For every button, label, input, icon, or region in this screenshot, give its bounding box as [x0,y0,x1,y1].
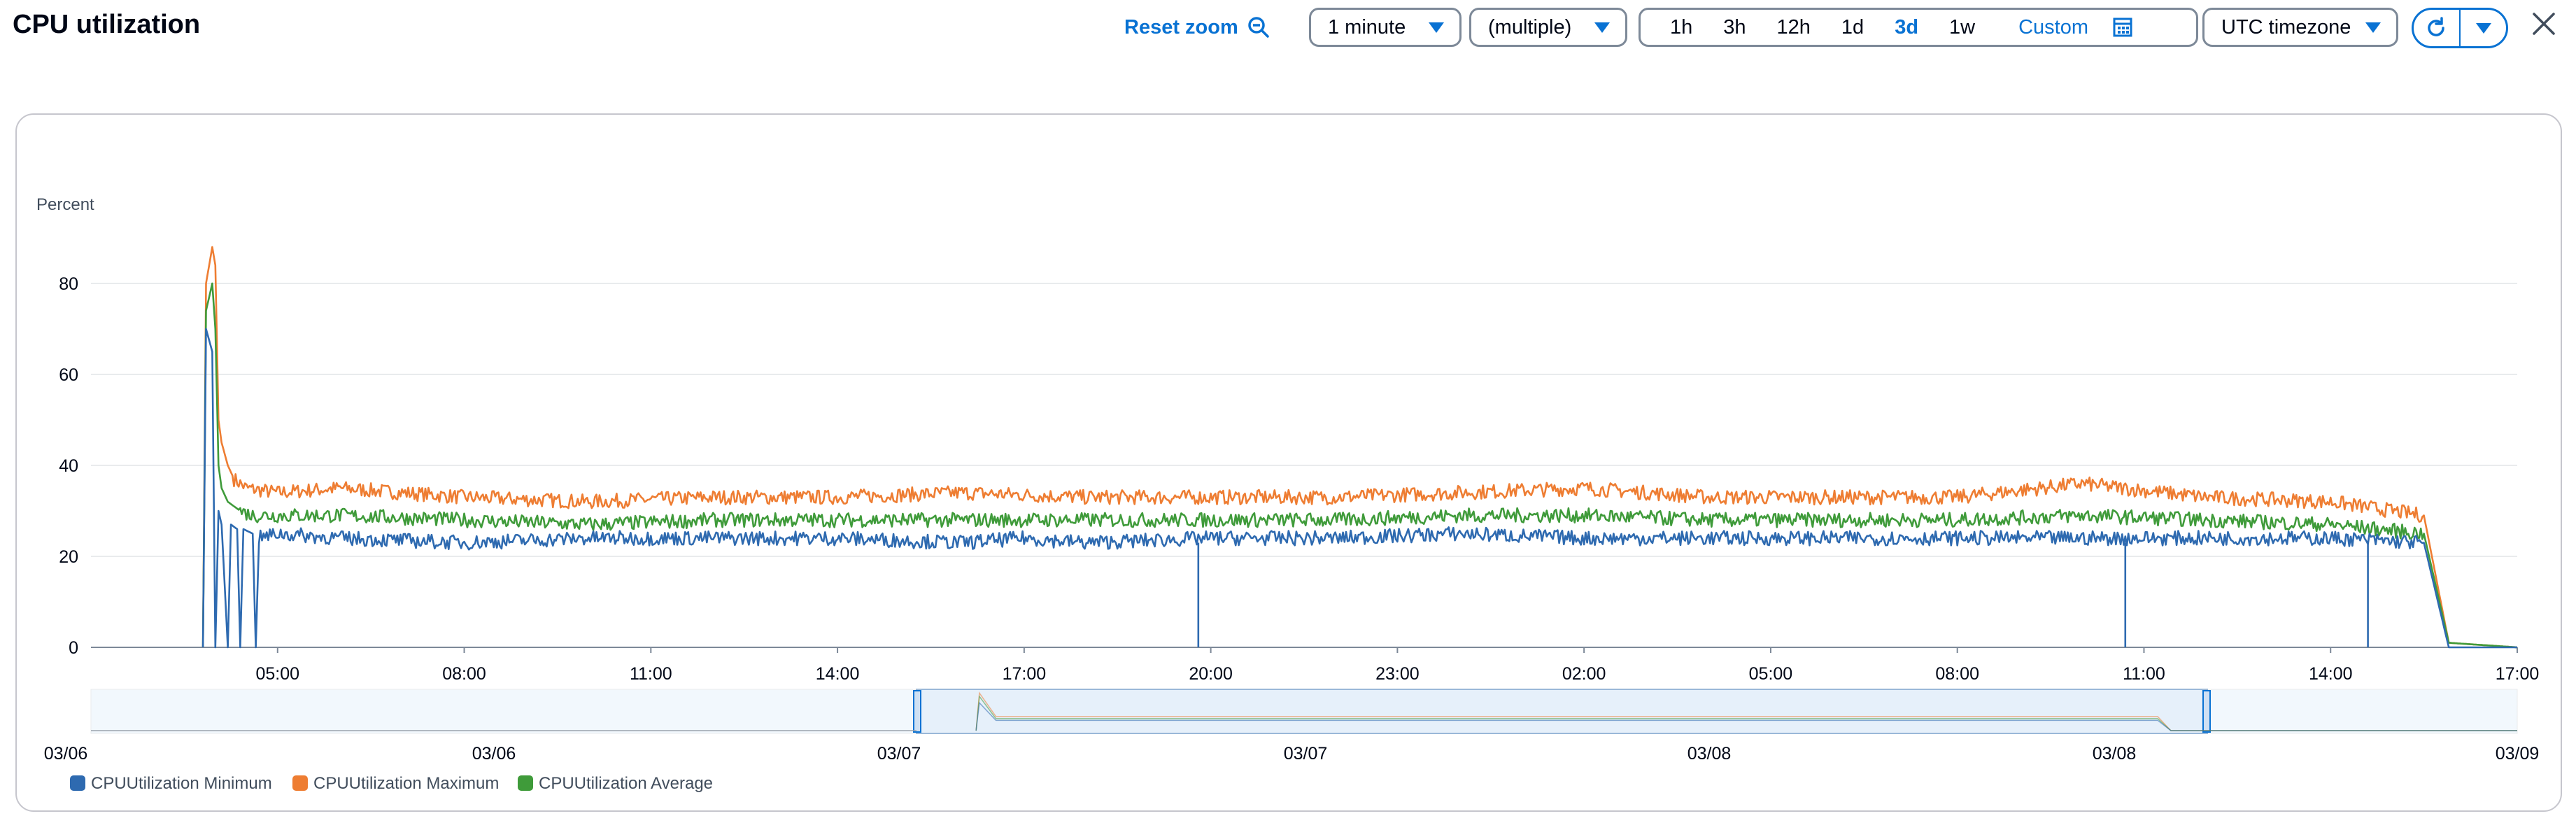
statistic-select[interactable]: (multiple) [1469,8,1627,47]
zoom-out-icon [1248,17,1269,38]
calendar-icon [2113,17,2132,37]
range-3d[interactable]: 3d [1895,15,1919,38]
timezone-select[interactable]: UTC timezone [2202,8,2398,47]
refresh-divider [2458,10,2461,46]
custom-label: Custom [2018,15,2089,38]
close-icon[interactable] [2530,10,2558,38]
statistic-value: (multiple) [1488,15,1572,38]
caret-down-icon [1429,22,1444,33]
refresh-menu-button[interactable] [2461,10,2506,46]
range-1d[interactable]: 1d [1841,15,1864,38]
caret-down-icon [2365,22,2381,33]
timezone-value: UTC timezone [2221,15,2351,38]
range-1w[interactable]: 1w [1949,15,1976,38]
range-1h[interactable]: 1h [1670,15,1693,38]
range-12h[interactable]: 12h [1776,15,1811,38]
reset-zoom-label: Reset zoom [1124,15,1238,38]
reset-zoom-button[interactable]: Reset zoom [1124,15,1271,39]
range-3h[interactable]: 3h [1723,15,1746,38]
header: CPU utilization Reset zoom 1 minute (mul… [0,0,2576,60]
period-value: 1 minute [1328,15,1406,38]
caret-down-icon [2475,22,2491,34]
refresh-button-group [2412,8,2508,48]
caret-down-icon [1594,22,1610,33]
time-range-selector[interactable]: 1h 3h 12h 1d 3d 1w Custom [1639,8,2198,47]
custom-range-button[interactable]: Custom [1990,16,2150,39]
period-select[interactable]: 1 minute [1309,8,1462,47]
refresh-button[interactable] [2414,10,2459,46]
refresh-icon [2428,17,2445,36]
page-title: CPU utilization [13,10,201,39]
chart-panel [15,113,2562,812]
